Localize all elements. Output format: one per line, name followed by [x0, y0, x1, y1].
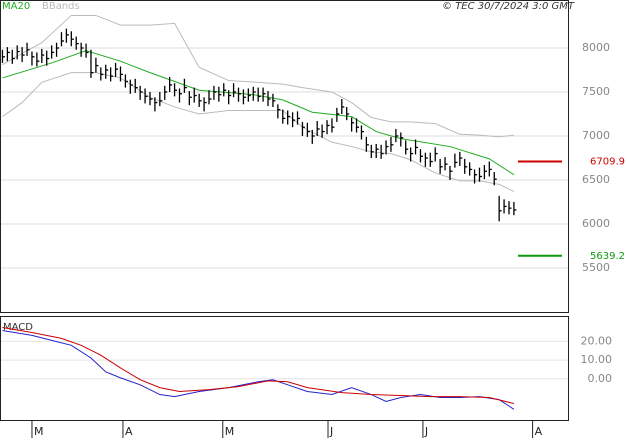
x-tick-label: A [535, 425, 543, 438]
bband-upper [2, 14, 514, 138]
macd-line [2, 326, 515, 405]
x-tick-label: J [329, 425, 333, 438]
legend-ma20: MA20 [2, 1, 30, 12]
copyright: © TEC 30/7/2024 3:0 GMT [442, 1, 575, 12]
y-tick-label: 7000 [582, 129, 610, 142]
macd-title: MACD [3, 322, 33, 333]
y-tick-label: 5500 [582, 261, 610, 274]
x-tick-label: J [424, 425, 428, 438]
price-panel [0, 0, 569, 313]
legend-bbands: BBands [42, 1, 80, 12]
y-tick-label: 6500 [582, 173, 610, 186]
y-tick-label: 10.00 [581, 353, 613, 366]
ma20-line [2, 50, 515, 176]
level-label: 6709.9 [590, 157, 625, 168]
y-tick-label: 6000 [582, 217, 610, 230]
macd-panel [0, 316, 569, 421]
x-tick-label: M [34, 425, 44, 438]
x-tick-label: M [225, 425, 235, 438]
level-label: 5639.2 [590, 251, 625, 262]
x-tick-label: A [125, 425, 133, 438]
y-tick-label: 0.00 [588, 372, 613, 385]
y-tick-label: 7500 [582, 85, 610, 98]
y-tick-label: 20.00 [581, 334, 613, 347]
y-tick-label: 8000 [582, 41, 610, 54]
